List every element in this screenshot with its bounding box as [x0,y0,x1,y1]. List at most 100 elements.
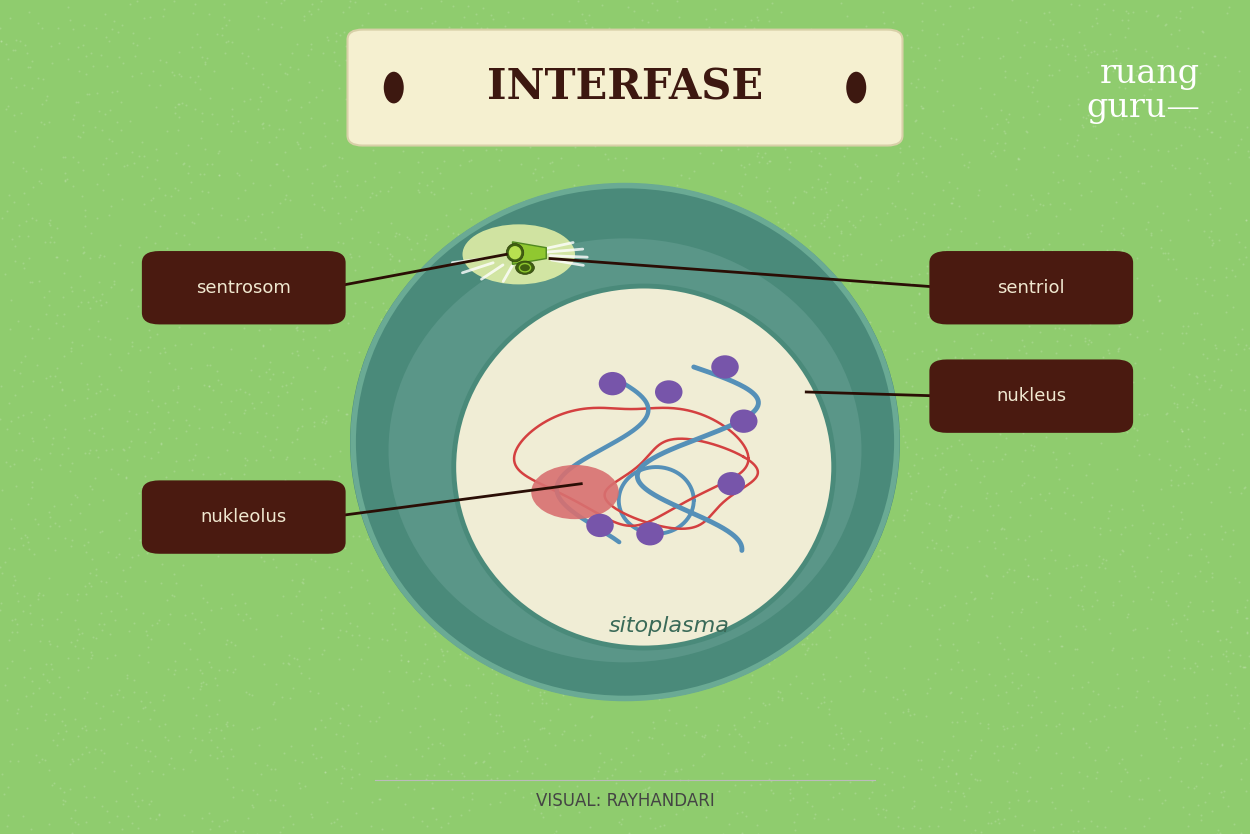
Point [1151,796,1171,809]
Point [176,663,196,676]
Point [292,127,312,140]
Point [699,279,719,292]
Point [1022,284,1042,298]
Point [1236,250,1250,264]
Point [919,497,939,510]
Point [666,716,686,730]
Point [1174,477,1194,490]
Point [955,397,975,410]
Point [714,395,734,409]
Point [934,121,954,134]
Point [279,511,299,525]
Point [294,9,314,23]
Point [745,135,765,148]
Point [539,547,559,560]
Point [0,12,20,25]
Point [1125,564,1145,577]
Point [831,224,851,238]
Point [810,696,830,710]
Point [482,606,502,620]
Point [838,175,858,188]
Point [715,16,735,29]
Point [672,461,692,475]
Point [1148,143,1168,156]
Point [235,404,255,417]
Point [853,445,872,458]
Point [10,367,30,380]
Point [211,520,231,534]
Point [135,743,155,756]
Point [0,767,11,781]
Point [36,707,56,721]
Point [844,519,864,532]
Point [1162,359,1182,373]
Point [194,296,214,309]
Point [1084,520,1104,534]
Point [734,93,754,106]
Point [932,752,952,766]
Point [379,490,399,503]
Point [336,39,356,53]
Point [185,731,205,745]
Point [1008,417,1028,430]
Point [798,643,818,656]
Point [1129,449,1149,462]
Point [145,237,165,250]
Point [339,698,359,711]
Point [945,590,965,603]
Point [486,715,506,728]
Point [214,814,234,827]
Point [262,18,282,31]
Point [384,588,404,601]
Point [136,308,156,321]
Point [90,294,110,307]
Point [161,487,181,500]
Point [177,138,198,152]
Point [100,628,120,641]
Point [334,346,354,359]
Point [1009,153,1029,166]
Point [425,630,445,643]
Point [96,295,116,309]
Point [217,761,238,774]
Point [255,233,275,246]
Point [301,38,321,51]
Point [731,188,751,202]
Point [68,587,88,600]
Point [1021,439,1041,452]
Point [98,167,118,180]
Point [1175,440,1195,453]
Point [246,622,266,636]
Point [965,662,985,676]
Point [1109,756,1129,770]
Point [185,102,205,115]
Point [1042,165,1062,178]
Point [75,447,95,460]
Point [286,38,306,51]
Point [240,611,260,625]
Point [1086,48,1106,61]
Point [906,591,926,605]
Point [80,480,100,493]
Point [542,398,562,411]
Point [859,535,879,549]
Point [302,188,322,201]
Point [1017,230,1038,244]
Point [420,364,440,377]
Point [107,84,127,98]
Point [1106,308,1126,321]
Point [382,351,402,364]
Point [810,69,830,83]
Point [1146,199,1166,213]
Point [335,306,355,319]
Point [850,474,870,487]
Point [214,467,234,480]
Point [678,227,698,240]
Point [771,5,791,18]
Point [1141,593,1161,606]
Point [180,293,200,306]
Point [1101,499,1121,512]
Point [535,721,555,735]
Point [965,380,985,394]
Point [249,721,269,734]
